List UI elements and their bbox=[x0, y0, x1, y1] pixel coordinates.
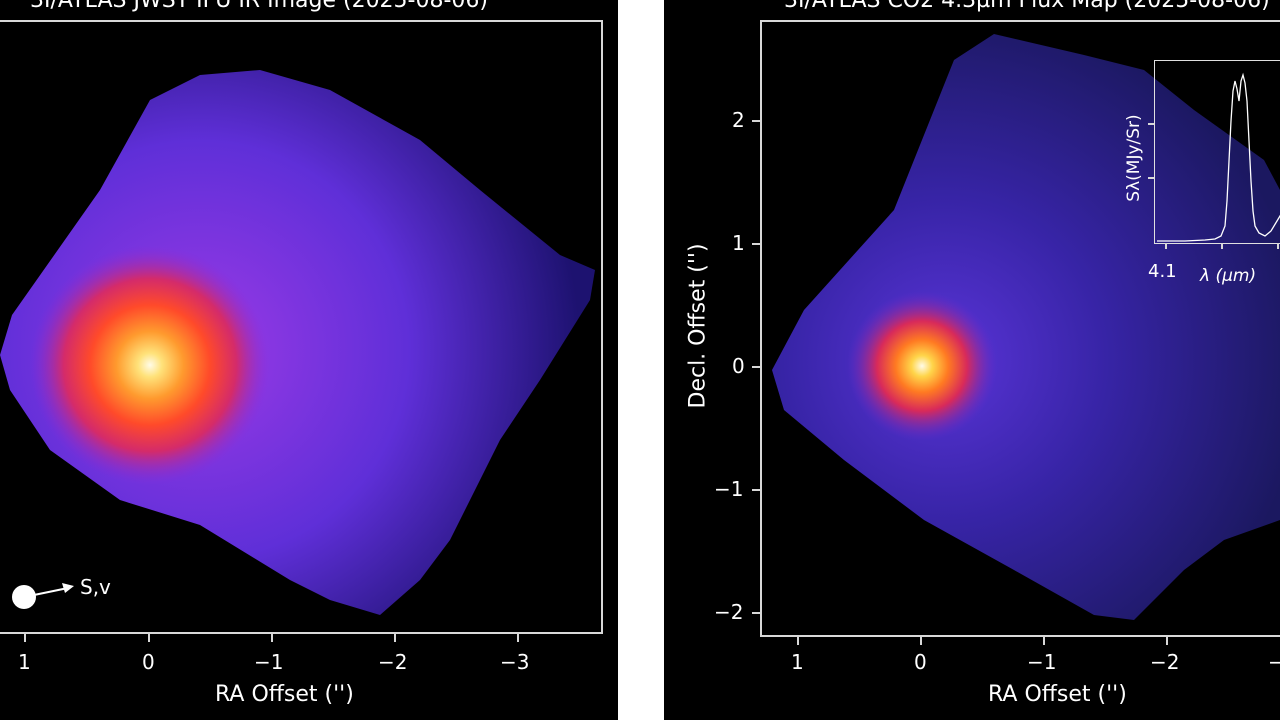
x-tick-label: − bbox=[1268, 650, 1280, 674]
x-tick-mark bbox=[394, 634, 396, 642]
inset-x-tick-mark bbox=[1221, 243, 1223, 249]
y-tick-mark bbox=[752, 489, 760, 491]
y-tick-label: −1 bbox=[714, 477, 744, 501]
inset-x-tick-mark bbox=[1277, 243, 1279, 249]
ir-image-panel: 3I/ATLAS JWST IFU IR Image (2025-08-06) bbox=[0, 0, 618, 720]
ir-image-frame bbox=[0, 20, 603, 634]
x-tick-mark bbox=[24, 634, 26, 642]
x-tick-label: 0 bbox=[142, 650, 155, 674]
y-tick-label: 0 bbox=[732, 354, 745, 378]
x-axis-label: RA Offset ('') bbox=[988, 682, 1127, 707]
y-tick-mark bbox=[752, 120, 760, 122]
direction-label: S,v bbox=[80, 575, 111, 599]
x-tick-mark bbox=[517, 634, 519, 642]
sun-direction-dot bbox=[12, 585, 36, 609]
x-tick-label: −2 bbox=[1150, 650, 1180, 674]
ir-nucleus bbox=[30, 245, 270, 485]
x-tick-label: −2 bbox=[378, 650, 408, 674]
co2-coma-region bbox=[772, 34, 1280, 620]
y-tick-mark bbox=[752, 243, 760, 245]
x-tick-label: −1 bbox=[254, 650, 284, 674]
co2-map-panel: 3I/ATLAS CO2 4.3µm Flux Map (2025-08-06)… bbox=[664, 0, 1280, 720]
x-tick-mark bbox=[148, 634, 150, 642]
x-tick-mark bbox=[1166, 637, 1168, 645]
co2-map-heatmap bbox=[772, 34, 1280, 620]
panel-divider bbox=[618, 0, 664, 720]
y-tick-label: 2 bbox=[732, 108, 745, 132]
ir-image-title: 3I/ATLAS JWST IFU IR Image (2025-08-06) bbox=[30, 0, 489, 13]
ir-image-heatmap bbox=[0, 70, 595, 615]
arrow-right-icon bbox=[62, 583, 74, 593]
x-tick-label: 1 bbox=[18, 650, 31, 674]
inset-x-label: λ (µm) bbox=[1200, 266, 1257, 286]
inset-x-tick-mark bbox=[1165, 243, 1167, 249]
x-tick-mark bbox=[920, 637, 922, 645]
spectrum-line bbox=[1157, 72, 1280, 242]
x-axis-label: RA Offset ('') bbox=[215, 682, 354, 707]
spectrum-inset bbox=[1148, 60, 1280, 249]
y-axis-label: Decl. Offset ('') bbox=[685, 243, 711, 409]
x-tick-label: −3 bbox=[500, 650, 530, 674]
inset-y-tick-mark bbox=[1148, 177, 1154, 179]
direction-indicator bbox=[12, 583, 74, 609]
x-tick-mark bbox=[797, 637, 799, 645]
y-tick-label: −2 bbox=[714, 600, 744, 624]
co2-nucleus bbox=[847, 291, 997, 441]
co2-map-title: 3I/ATLAS CO2 4.3µm Flux Map (2025-08-06) bbox=[784, 0, 1270, 13]
x-tick-label: 0 bbox=[914, 650, 927, 674]
y-tick-mark bbox=[752, 612, 760, 614]
inset-y-label: Sλ(MJy/Sr) bbox=[1124, 114, 1144, 202]
x-tick-mark bbox=[271, 634, 273, 642]
y-tick-mark bbox=[752, 366, 760, 368]
inset-x-tick-label: 4.1 bbox=[1148, 261, 1177, 282]
x-tick-label: −1 bbox=[1027, 650, 1057, 674]
x-tick-mark bbox=[1043, 637, 1045, 645]
inset-y-tick-mark bbox=[1148, 123, 1154, 125]
x-tick-label: 1 bbox=[791, 650, 804, 674]
co2-map-frame bbox=[760, 20, 1280, 637]
y-tick-label: 1 bbox=[732, 231, 745, 255]
